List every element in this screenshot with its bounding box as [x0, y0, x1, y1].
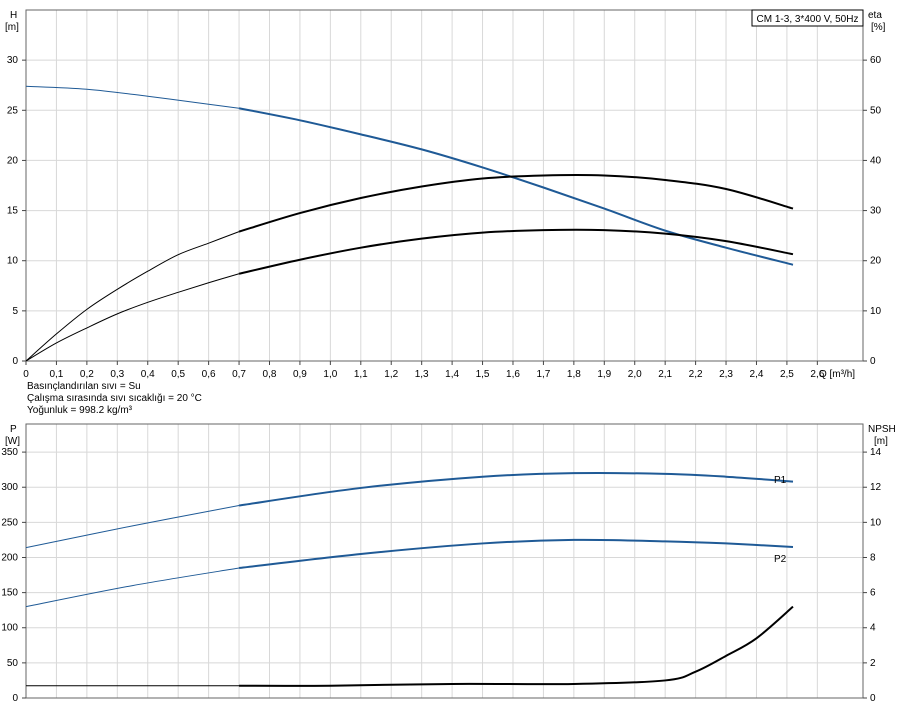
top-series-1-extrapolated-line [25, 231, 240, 362]
x-axis-tick-label: 0,1 [49, 369, 63, 380]
x-axis-tick-label: 2,2 [689, 369, 703, 380]
bottom-right-axis-label-line1: NPSH [868, 424, 896, 435]
top-right-axis-label-line1: eta [868, 10, 882, 21]
left-axis-tick-label: 20 [7, 155, 19, 166]
left-axis-tick-label: 0 [12, 693, 18, 704]
fluid-info-line-3: Yoğunluk = 998.2 kg/m³ [27, 405, 133, 416]
x-axis-tick-label: 2,1 [658, 369, 672, 380]
left-axis-tick-label: 250 [1, 517, 18, 528]
top-plot-frame [25, 9, 864, 362]
x-axis-tick-label: 2,5 [780, 369, 794, 380]
bottom-series-2-operating-line [239, 605, 794, 687]
right-axis-tick-label: 0 [870, 693, 876, 704]
right-axis-tick-label: 8 [870, 552, 876, 563]
x-axis-tick-label: 0,2 [80, 369, 94, 380]
x-axis-tick-label: 0,8 [263, 369, 277, 380]
x-axis-tick-label: 1,4 [445, 369, 459, 380]
right-axis-tick-label: 2 [870, 658, 876, 669]
left-axis-tick-label: 350 [1, 447, 18, 458]
bottom-right-ticks: 0 2 4 6 8 10 12 14 [863, 447, 882, 704]
x-axis-tick-label: 1,0 [323, 369, 337, 380]
bottom-series-1-operating-line [238, 538, 794, 570]
left-axis-tick-label: 300 [1, 482, 18, 493]
x-axis-tick-label: 1,5 [476, 369, 490, 380]
series-label-p2: P2 [774, 554, 787, 565]
x-axis-tick-label: 1,8 [567, 369, 581, 380]
bottom-grid [25, 424, 863, 699]
x-axis-tick-label: 0,5 [171, 369, 185, 380]
right-axis-tick-label: 60 [870, 55, 882, 66]
right-axis-tick-label: 4 [870, 623, 876, 634]
right-axis-tick-label: 14 [870, 447, 882, 458]
x-axis-tick-label: 0,6 [202, 369, 216, 380]
top-x-ticks: 0 0,1 0,2 0,3 0,4 0,5 0,6 0,7 0,8 0,9 1,0 1,1 1,2 1,3… [23, 361, 825, 380]
right-axis-tick-label: 10 [870, 306, 882, 317]
left-axis-tick-label: 30 [7, 55, 19, 66]
bottom-series-0-operating-line [238, 472, 794, 507]
left-axis-tick-label: 15 [7, 206, 19, 217]
x-axis-tick-label: 1,3 [415, 369, 429, 380]
x-axis-tick-label: 0 [23, 369, 29, 380]
x-axis-tick-label: 2,0 [628, 369, 642, 380]
right-axis-tick-label: 0 [870, 356, 876, 367]
bottom-left-axis-label-line1: P [10, 424, 17, 435]
top-left-ticks: 0 5 10 15 20 25 30 [7, 55, 26, 367]
top-left-axis-label-line2: [m] [5, 22, 19, 33]
top-right-axis-label-line2: [%] [871, 22, 886, 33]
top-panel: 0 5 10 15 20 25 30 0 10 20 30 40 50 60 0 0,1 0,2 0,3 0,4… [5, 9, 886, 380]
right-axis-tick-label: 30 [870, 206, 882, 217]
x-axis-tick-label: 1,1 [354, 369, 368, 380]
top-series-2-operating-line [238, 228, 794, 275]
left-axis-tick-label: 100 [1, 623, 18, 634]
right-axis-tick-label: 10 [870, 517, 882, 528]
model-label: CM 1-3, 3*400 V, 50Hz [757, 14, 859, 25]
top-right-ticks: 0 10 20 30 40 50 60 [863, 55, 882, 367]
left-axis-tick-label: 150 [1, 588, 18, 599]
top-x-axis-label: Q [m³/h] [819, 369, 855, 380]
bottom-series [25, 472, 794, 687]
bottom-series-0-extrapolated-line [25, 505, 240, 549]
bottom-right-axis-label-line2: [m] [874, 436, 888, 447]
series-label-p1: P1 [774, 475, 787, 486]
left-axis-tick-label: 50 [7, 658, 19, 669]
x-axis-tick-label: 0,4 [141, 369, 155, 380]
top-grid [25, 10, 863, 362]
left-axis-tick-label: 5 [12, 306, 18, 317]
fluid-info-line-2: Çalışma sırasında sıvı sıcaklığı = 20 °C [27, 393, 202, 404]
top-series-2-extrapolated-line [25, 273, 240, 362]
x-axis-tick-label: 0,7 [232, 369, 246, 380]
top-left-axis-label-line1: H [10, 10, 17, 21]
right-axis-tick-label: 20 [870, 256, 882, 267]
x-axis-tick-label: 2,6 [810, 369, 824, 380]
x-axis-tick-label: 1,2 [384, 369, 398, 380]
bottom-left-axis-label-line2: [W] [5, 436, 20, 447]
top-series-0-extrapolated-line [25, 85, 240, 109]
left-axis-tick-label: 200 [1, 552, 18, 563]
bottom-series-1-extrapolated-line [25, 567, 240, 608]
top-series-1-operating-line [238, 174, 794, 233]
x-axis-tick-label: 1,7 [536, 369, 550, 380]
fluid-info: Basınçlandırılan sıvı = Su Çalışma sıras… [27, 381, 202, 416]
x-axis-tick-label: 1,6 [506, 369, 520, 380]
model-label-box [751, 9, 864, 27]
right-axis-tick-label: 50 [870, 105, 882, 116]
left-axis-tick-label: 0 [12, 356, 18, 367]
x-axis-tick-label: 0,3 [110, 369, 124, 380]
x-axis-tick-label: 1,9 [597, 369, 611, 380]
right-axis-tick-label: 40 [870, 155, 882, 166]
bottom-plot-frame [25, 423, 864, 699]
top-series [25, 85, 794, 362]
right-axis-tick-label: 12 [870, 482, 882, 493]
top-series-0-operating-line [238, 107, 794, 266]
x-axis-tick-label: 2,4 [750, 369, 764, 380]
left-axis-tick-label: 10 [7, 256, 19, 267]
right-axis-tick-label: 6 [870, 588, 876, 599]
fluid-info-line-1: Basınçlandırılan sıvı = Su [27, 381, 141, 392]
bottom-left-ticks: 0 50 100 150 200 250 300 350 [1, 447, 26, 704]
x-axis-tick-label: 2,3 [719, 369, 733, 380]
left-axis-tick-label: 25 [7, 105, 19, 116]
x-axis-tick-label: 0,9 [293, 369, 307, 380]
